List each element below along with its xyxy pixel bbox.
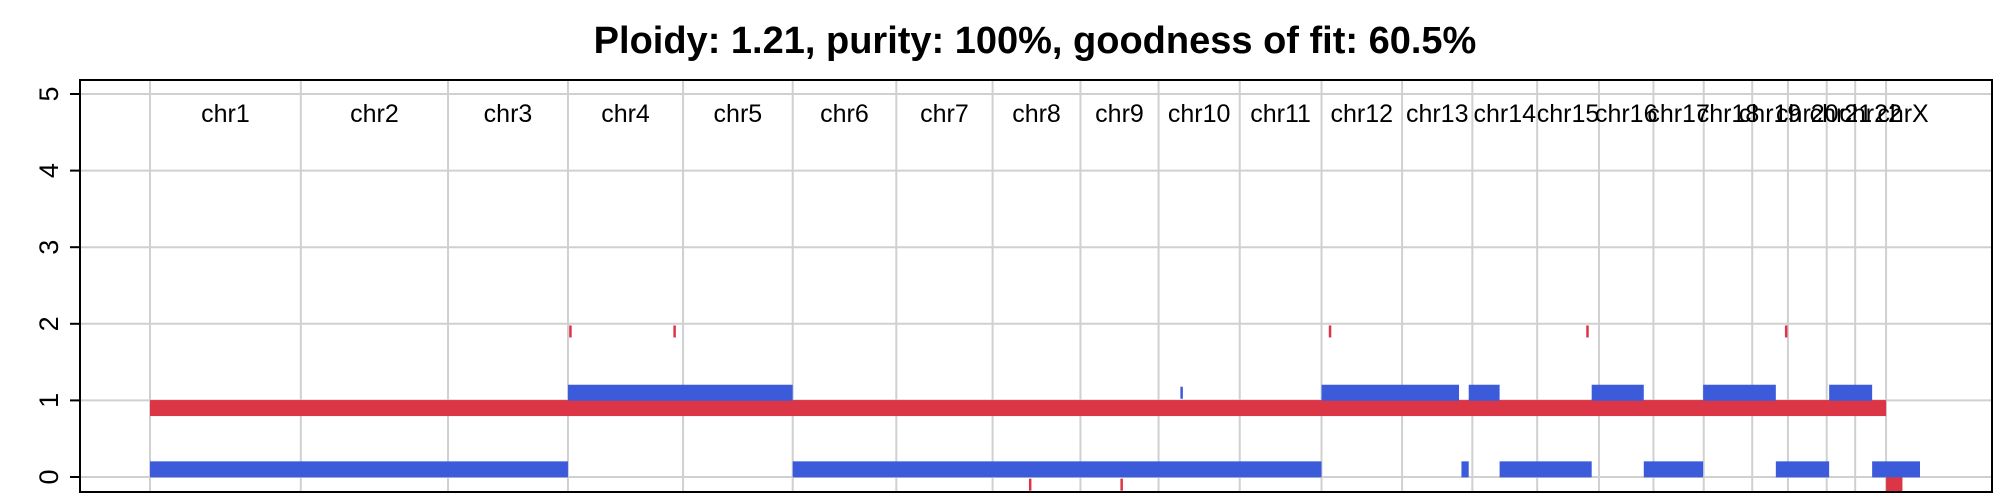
blue-segment	[1321, 384, 1460, 401]
blue-segment	[1180, 386, 1183, 399]
blue-segment	[567, 384, 793, 401]
chromosome-label: chr1	[201, 100, 250, 128]
chromosome-label: chr19	[1739, 100, 1802, 128]
red-segment	[1328, 325, 1332, 338]
y-tick-label: 4	[34, 163, 64, 178]
red-segment	[1120, 478, 1123, 491]
chromosome-label: chr10	[1168, 100, 1231, 128]
red-segment	[150, 400, 1887, 417]
chromosome-label: chr12	[1331, 100, 1394, 128]
chromosome-label: chr3	[484, 100, 533, 128]
chromosome-label: chr15	[1537, 100, 1600, 128]
red-segment	[1784, 325, 1788, 338]
chromosome-label: chr2	[350, 100, 399, 128]
chromosome-label: chr13	[1406, 100, 1469, 128]
blue-segment	[1468, 384, 1500, 401]
grid-layer	[81, 81, 1991, 491]
blue-segment	[1829, 384, 1873, 401]
blue-segment	[1703, 384, 1776, 401]
red-segment	[673, 325, 676, 338]
chromosome-label: chr9	[1095, 100, 1144, 128]
chromosome-label: chr18	[1697, 100, 1760, 128]
chromosome-label: chrX	[1877, 100, 1929, 128]
y-tick-label: 5	[34, 86, 64, 101]
blue-segment	[150, 461, 568, 478]
chromosome-label: chr6	[820, 100, 869, 128]
blue-segment	[1872, 461, 1920, 478]
blue-segment	[1591, 384, 1644, 401]
y-tick-label: 0	[34, 469, 64, 484]
blue-segment	[1499, 461, 1592, 478]
chromosome-label: chr16	[1595, 100, 1658, 128]
chromosome-label: chr17	[1647, 100, 1710, 128]
chart-title: Ploidy: 1.21, purity: 100%, goodness of …	[594, 20, 1477, 62]
y-tick-label: 2	[34, 316, 64, 331]
segments-layer	[150, 325, 1920, 493]
chromosome-label: chr8	[1012, 100, 1061, 128]
red-segment	[569, 325, 572, 338]
blue-segment	[1775, 461, 1830, 478]
red-segment	[1586, 325, 1589, 338]
plot-border	[79, 79, 1993, 493]
chromosome-label: chr7	[920, 100, 969, 128]
red-segment	[1028, 478, 1032, 491]
red-segment	[1886, 476, 1903, 493]
y-axis: 0 1 2 3 4 5	[34, 86, 80, 485]
chromosome-label: chr5	[714, 100, 763, 128]
y-tick-label: 1	[34, 393, 64, 408]
blue-segment	[1643, 461, 1704, 478]
chromosome-label: chr21	[1810, 100, 1873, 128]
chromosome-label: chr14	[1473, 100, 1536, 128]
y-tick-label: 3	[34, 240, 64, 255]
chromosome-label: chr20	[1776, 100, 1839, 128]
chromosome-label: chr11	[1250, 100, 1311, 128]
blue-segment	[792, 461, 1322, 478]
blue-segment	[1461, 461, 1469, 478]
chromosome-label: chr22	[1839, 100, 1902, 128]
chromosome-label: chr4	[601, 100, 650, 128]
chromosome-labels: chr1 chr2 chr3 chr4 chr5 chr6 chr7 chr8 chr9 chr1…	[201, 100, 1929, 128]
